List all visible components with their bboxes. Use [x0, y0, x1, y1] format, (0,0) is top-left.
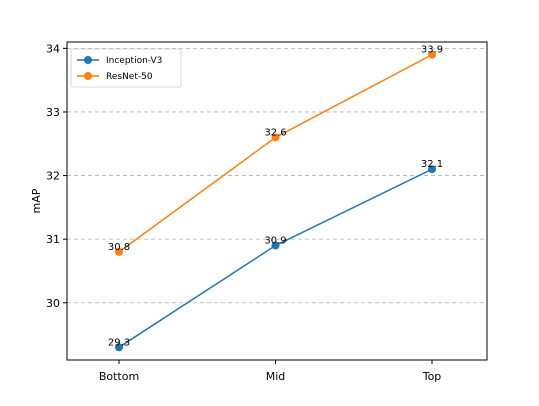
legend: Inception-V3 ResNet-50 [70, 48, 182, 88]
plot-area [66, 41, 488, 361]
data-label: 30.8 [108, 242, 130, 253]
series-1: 30.8 32.6 33.9 [108, 45, 443, 256]
data-label: 32.1 [421, 159, 443, 170]
legend-label: Inception-V3 [106, 56, 162, 66]
y-tick-label: 32 [46, 170, 60, 183]
data-point [428, 50, 436, 59]
data-label: 30.9 [264, 236, 286, 247]
legend-label: ResNet-50 [106, 72, 153, 82]
legend-frame [70, 48, 182, 88]
x-axis: Bottom Mid Top [99, 360, 441, 383]
y-tick-label: 33 [46, 106, 60, 119]
series-line [118, 168, 433, 348]
legend-marker [84, 72, 92, 80]
legend-entry: ResNet-50 [77, 72, 153, 82]
y-tick-label: 31 [46, 233, 60, 246]
y-axis-label: mAP [30, 188, 43, 213]
series-group: 29.3 30.9 32.1 30.8 32.6 33.9 [108, 45, 443, 352]
x-tick-label: Bottom [99, 370, 139, 383]
y-axis: 30 31 32 33 34 [46, 42, 67, 310]
data-label: 29.3 [108, 337, 130, 348]
series-0: 29.3 30.9 32.1 [108, 159, 443, 352]
legend-entry: Inception-V3 [77, 56, 162, 66]
data-label: 33.9 [421, 45, 443, 56]
data-point [115, 343, 123, 352]
data-point [271, 241, 280, 250]
data-label: 32.6 [264, 127, 286, 138]
legend-marker [84, 56, 92, 64]
data-point [428, 165, 436, 174]
data-point [271, 133, 280, 142]
data-point [115, 247, 123, 256]
y-tick-label: 30 [46, 297, 60, 310]
x-tick-label: Top [422, 370, 442, 383]
x-tick-label: Mid [266, 370, 286, 383]
y-tick-label: 34 [46, 42, 60, 55]
